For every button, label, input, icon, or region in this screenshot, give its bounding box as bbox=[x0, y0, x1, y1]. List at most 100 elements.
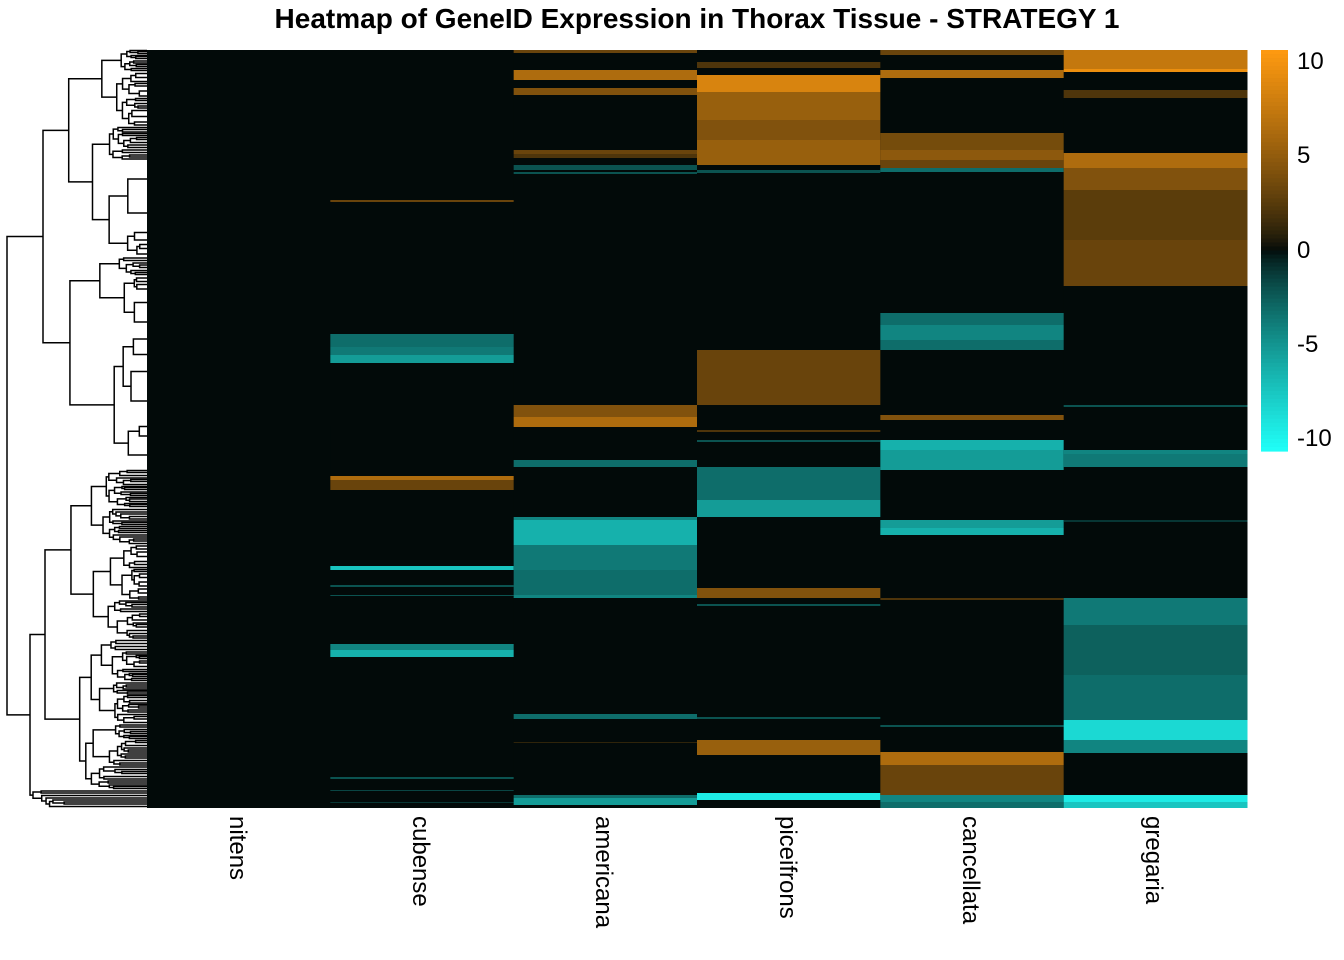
color-legend-step bbox=[1261, 294, 1288, 300]
dendrogram-branch bbox=[137, 105, 147, 109]
color-legend-step bbox=[1261, 414, 1288, 420]
dendrogram-branch bbox=[132, 60, 147, 64]
color-legend-step bbox=[1261, 178, 1288, 183]
color-legend-step bbox=[1261, 382, 1288, 388]
heatmap-cell-band bbox=[1063, 625, 1248, 675]
heatmap-cell-band bbox=[1063, 450, 1248, 454]
color-legend-tick-label: 5 bbox=[1297, 142, 1311, 170]
heatmap-cell-band bbox=[880, 133, 1065, 150]
color-legend-step bbox=[1261, 242, 1288, 248]
dendrogram-branch bbox=[133, 231, 147, 241]
column-label-gregaria: gregaria bbox=[1140, 816, 1168, 905]
color-legend-step bbox=[1261, 182, 1288, 187]
dendrogram-branch bbox=[69, 280, 115, 406]
color-legend-step bbox=[1261, 78, 1288, 83]
heatmap-column-americana bbox=[513, 50, 698, 808]
heatmap-cell-band bbox=[697, 350, 881, 405]
color-legend-step bbox=[1261, 322, 1288, 328]
dendrogram-branch bbox=[108, 489, 118, 503]
color-legend-tick-label: -5 bbox=[1297, 330, 1319, 358]
dendrogram-branch bbox=[131, 109, 147, 118]
color-legend-step bbox=[1261, 202, 1288, 207]
dendrogram-branch bbox=[129, 492, 147, 497]
color-legend-step bbox=[1261, 198, 1288, 203]
dendrogram-branch bbox=[135, 277, 147, 283]
heatmap-cell-band bbox=[1063, 405, 1248, 407]
heatmap-column-cancellata bbox=[880, 50, 1065, 808]
dendrogram-branch bbox=[122, 257, 147, 262]
dendrogram-branch bbox=[67, 77, 102, 183]
color-legend-step bbox=[1261, 154, 1288, 159]
dendrogram-branch bbox=[112, 128, 119, 140]
column-label-cancellata: cancellata bbox=[957, 816, 984, 925]
color-legend-tick-label: 10 bbox=[1297, 48, 1324, 75]
color-legend-step bbox=[1261, 370, 1288, 376]
color-legend-step bbox=[1261, 258, 1288, 264]
color-legend-step bbox=[1261, 402, 1288, 408]
heatmap-cell-band bbox=[1063, 454, 1248, 467]
dendrogram-branch bbox=[130, 74, 147, 83]
dendrogram-branch bbox=[127, 749, 147, 753]
dendrogram-branch bbox=[98, 781, 110, 787]
heatmap-cell-band bbox=[330, 585, 515, 587]
dendrogram-branch bbox=[133, 279, 137, 288]
heatmap-cell-band bbox=[697, 430, 881, 432]
dendrogram-branch bbox=[123, 550, 132, 566]
heatmap-cell-band bbox=[513, 88, 698, 95]
dendrogram-branch bbox=[132, 635, 147, 639]
heatmap-cell-band bbox=[330, 644, 515, 650]
dendrogram-branch bbox=[121, 652, 127, 662]
color-legend-step bbox=[1261, 250, 1288, 256]
heatmap-cell-band bbox=[880, 150, 1065, 160]
dendrogram-branch bbox=[121, 574, 132, 596]
color-legend-step bbox=[1261, 390, 1288, 396]
heatmap-cell-band bbox=[697, 62, 881, 68]
color-legend-step bbox=[1261, 426, 1288, 432]
dendrogram-branch bbox=[126, 694, 147, 699]
dendrogram-branch bbox=[136, 283, 147, 290]
dendrogram-branch bbox=[108, 750, 118, 763]
dendrogram-branch bbox=[125, 684, 147, 688]
color-legend-step bbox=[1261, 210, 1288, 216]
dendrogram-branch bbox=[114, 645, 147, 651]
color-legend-step bbox=[1261, 94, 1288, 99]
dendrogram-branch bbox=[101, 59, 122, 98]
color-legend-step bbox=[1261, 406, 1288, 412]
dendrogram-branch bbox=[107, 605, 118, 628]
color-legend-step bbox=[1261, 398, 1288, 404]
dendrogram-branch bbox=[124, 63, 132, 71]
dendrogram-branch bbox=[135, 55, 147, 60]
dendrogram-branch bbox=[134, 271, 147, 276]
heatmap-cell-band bbox=[330, 334, 515, 347]
color-legend-step bbox=[1261, 318, 1288, 324]
dendrogram-branch bbox=[44, 549, 80, 720]
heatmap-cell-band bbox=[513, 570, 698, 595]
color-legend-step bbox=[1261, 246, 1288, 252]
color-legend-step bbox=[1261, 102, 1288, 107]
heatmap-cell-band bbox=[513, 154, 698, 158]
color-legend-step bbox=[1261, 54, 1288, 59]
color-legend-step bbox=[1261, 346, 1288, 352]
dendrogram-branch bbox=[135, 63, 147, 68]
color-legend-step bbox=[1261, 150, 1288, 155]
color-legend-step bbox=[1261, 326, 1288, 332]
heatmap-cell-band bbox=[513, 517, 698, 520]
heatmap-cell-band bbox=[880, 325, 1065, 340]
dendrogram-branch bbox=[99, 263, 125, 299]
dendrogram-branch bbox=[112, 150, 123, 159]
dendrogram-branch bbox=[119, 608, 147, 613]
color-legend-step bbox=[1261, 286, 1288, 292]
color-legend-step bbox=[1261, 126, 1288, 131]
dendrogram-branch bbox=[112, 520, 147, 525]
dendrogram-branch bbox=[134, 82, 147, 87]
dendrogram-branch bbox=[126, 50, 132, 58]
heatmap-cell-band bbox=[513, 172, 698, 174]
dendrogram-branch bbox=[124, 740, 147, 747]
dendrogram-branch bbox=[127, 144, 147, 149]
color-legend-step bbox=[1261, 310, 1288, 316]
heatmap-cell-band bbox=[1063, 153, 1248, 168]
dendrogram-branch bbox=[120, 53, 127, 68]
dendrogram-branch bbox=[138, 573, 147, 579]
color-legend-step bbox=[1261, 174, 1288, 179]
dendrogram-branch bbox=[128, 632, 147, 638]
